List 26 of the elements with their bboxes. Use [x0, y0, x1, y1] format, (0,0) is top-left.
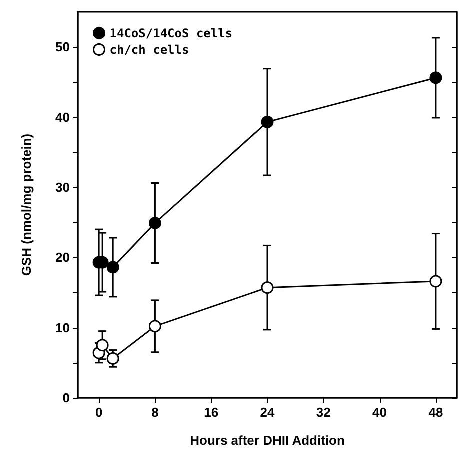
point: [261, 282, 274, 294]
legend-label: 14CoS/14CoS cells: [110, 26, 233, 40]
x-axis-title: Hours after DHII Addition: [190, 433, 345, 448]
y-tick-label: 0: [62, 390, 70, 406]
x-tick-label: 0: [95, 405, 103, 420]
y-tick-label: 30: [56, 180, 70, 195]
y-tick-label: 10: [56, 320, 70, 336]
y-axis-title: GSH (nmol/mg protein): [19, 134, 34, 276]
x-tick-label: 24: [260, 405, 276, 420]
point: [106, 261, 120, 274]
x-tick-label: 40: [372, 405, 388, 420]
point: [430, 275, 442, 288]
y-tick-label: 20: [56, 250, 70, 266]
point: [148, 217, 162, 230]
point: [430, 72, 442, 84]
point: [261, 116, 274, 128]
point: [96, 339, 109, 352]
y-tick-label: 40: [56, 110, 70, 125]
x-tick-label: 32: [316, 405, 331, 420]
y-tick-label: 50: [56, 40, 70, 55]
legend-label: ch/ch cells: [110, 42, 190, 57]
point: [148, 320, 162, 333]
x-tick-label: 16: [204, 405, 219, 420]
point: [106, 352, 120, 365]
x-tick-label: 48: [428, 405, 444, 420]
x-tick-label: 8: [152, 405, 159, 420]
